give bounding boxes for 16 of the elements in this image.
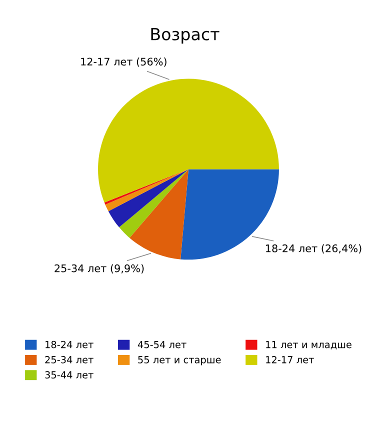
data-label: 18-24 лет (26,4%): [266, 244, 362, 254]
pie-slice: [130, 169, 188, 260]
legend-label: 25-34 лет: [45, 356, 94, 364]
legend-label: 11 лет и младше: [266, 341, 352, 350]
data-label: 25-34 лет (9,9%): [54, 264, 144, 274]
legend-label: 18-24 лет: [46, 340, 94, 348]
data-label: 12-17 лет (56%): [81, 58, 166, 67]
pie-slice: [105, 169, 188, 212]
pie-slice: [98, 78, 279, 203]
pie-slice: [108, 169, 188, 228]
legend-label: 45-54 лет: [138, 341, 186, 348]
chart-title: Возраст: [151, 28, 220, 44]
legend-label: 12-17 лет: [266, 356, 314, 364]
legend-label: 55 лет и старше: [138, 356, 221, 366]
legend-label: 35-44 лет: [45, 371, 94, 379]
pie-slice: [119, 169, 188, 238]
